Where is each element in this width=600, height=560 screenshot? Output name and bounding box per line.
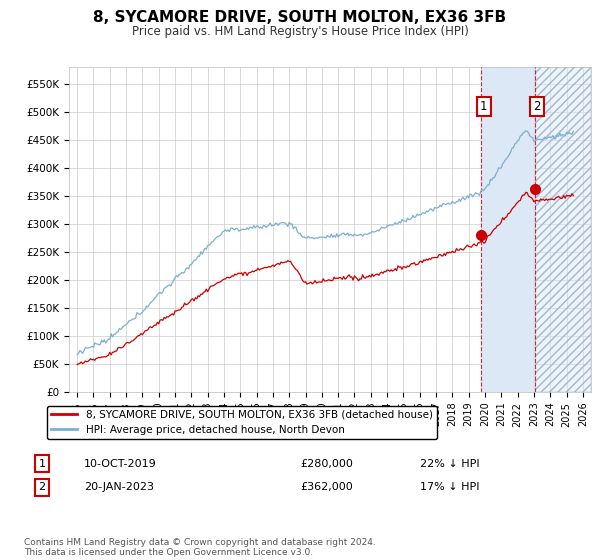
Bar xyxy=(481,67,535,392)
Text: 1: 1 xyxy=(38,459,46,469)
Text: 2: 2 xyxy=(38,482,46,492)
Legend: 8, SYCAMORE DRIVE, SOUTH MOLTON, EX36 3FB (detached house), HPI: Average price, : 8, SYCAMORE DRIVE, SOUTH MOLTON, EX36 3F… xyxy=(47,405,437,439)
Text: £280,000: £280,000 xyxy=(300,459,353,469)
Text: 10-OCT-2019: 10-OCT-2019 xyxy=(84,459,157,469)
Text: Contains HM Land Registry data © Crown copyright and database right 2024.
This d: Contains HM Land Registry data © Crown c… xyxy=(24,538,376,557)
Text: 2: 2 xyxy=(533,100,541,113)
Text: £362,000: £362,000 xyxy=(300,482,353,492)
Text: 22% ↓ HPI: 22% ↓ HPI xyxy=(420,459,479,469)
Text: 17% ↓ HPI: 17% ↓ HPI xyxy=(420,482,479,492)
Text: 1: 1 xyxy=(480,100,488,113)
Bar xyxy=(535,67,591,392)
Bar xyxy=(535,67,591,392)
Text: Price paid vs. HM Land Registry's House Price Index (HPI): Price paid vs. HM Land Registry's House … xyxy=(131,25,469,38)
Text: 20-JAN-2023: 20-JAN-2023 xyxy=(84,482,154,492)
Text: 8, SYCAMORE DRIVE, SOUTH MOLTON, EX36 3FB: 8, SYCAMORE DRIVE, SOUTH MOLTON, EX36 3F… xyxy=(94,10,506,25)
